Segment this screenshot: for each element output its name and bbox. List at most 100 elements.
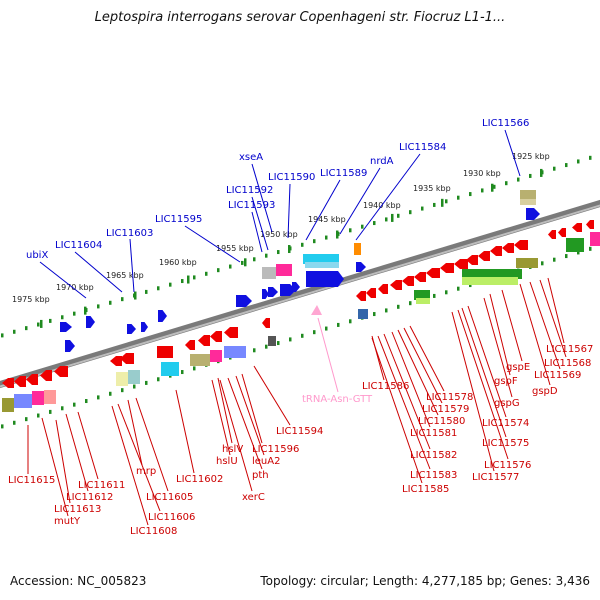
reverse-gene-label: xerC <box>242 492 265 503</box>
kbp-label: 1945 kbp <box>308 215 346 224</box>
major-tick <box>336 230 339 239</box>
reverse-gene-arrow <box>224 327 238 338</box>
tick-mark <box>469 192 472 197</box>
tick-mark <box>445 290 448 295</box>
reverse-gene-arrow <box>572 223 582 232</box>
tick-mark <box>361 224 364 229</box>
tick-mark <box>385 217 388 222</box>
forward-gene-arrow <box>127 324 136 334</box>
reverse-gene-label: LIC11576 <box>484 460 531 471</box>
feature-box <box>128 370 140 384</box>
leader-line <box>253 365 291 426</box>
tick-mark <box>553 257 556 262</box>
tick-mark <box>445 199 448 204</box>
kbp-label: 1950 kbp <box>260 230 298 239</box>
reverse-gene-arrow <box>558 228 566 237</box>
reverse-gene-label: LIC11612 <box>66 492 113 503</box>
tick-mark <box>49 409 52 414</box>
reverse-gene-label: LIC11569 <box>534 370 581 381</box>
reverse-gene-arrow <box>356 291 366 301</box>
forward-gene-label: LIC11592 <box>226 185 273 196</box>
tick-mark <box>109 391 112 396</box>
tick-mark <box>37 413 40 418</box>
feature-box <box>116 372 128 386</box>
tick-mark <box>349 319 352 324</box>
leader-line <box>339 167 381 235</box>
tick-mark <box>49 318 52 323</box>
trna-marker <box>311 305 322 315</box>
kbp-label: 1975 kbp <box>12 295 50 304</box>
reverse-gene-label: hslU <box>216 456 238 467</box>
tick-mark <box>589 155 592 160</box>
tick-mark <box>337 322 340 327</box>
tick-mark <box>373 221 376 226</box>
reverse-gene-arrow <box>185 340 195 350</box>
forward-gene-arrow <box>526 208 540 220</box>
leader-line <box>241 373 263 444</box>
tick-mark <box>529 173 532 178</box>
reverse-gene-label: LIC11606 <box>148 512 195 523</box>
reverse-gene-label: LIC11578 <box>426 392 473 403</box>
tick-mark <box>121 297 124 302</box>
feature-box <box>416 298 430 304</box>
leader-line <box>65 413 89 492</box>
forward-gene-arrow <box>65 340 75 352</box>
tick-mark <box>145 289 148 294</box>
kbp-label: 1935 kbp <box>413 184 451 193</box>
kbp-label: 1965 kbp <box>106 271 144 280</box>
tick-mark <box>1 424 4 429</box>
feature-box <box>305 262 339 268</box>
kbp-label: 1960 kbp <box>159 258 197 267</box>
kbp-tick-tracks: 1975 kbp 1970 kbp 1965 kbp 1960 kbp 1955 kbp… <box>1 152 592 429</box>
reverse-gene-label: leuA2 <box>252 456 280 467</box>
reverse-gene-label: gspG <box>494 398 520 409</box>
tick-mark <box>217 268 220 273</box>
reverse-gene-label: LIC11594 <box>276 426 323 437</box>
leader-line <box>55 419 71 504</box>
tick-mark <box>577 250 580 255</box>
tick-mark <box>469 283 472 288</box>
reverse-gene-label: LIC11608 <box>130 526 177 537</box>
trna-label: tRNA-Asn-GTT <box>302 394 373 405</box>
forward-gene-label: LIC11589 <box>320 168 367 179</box>
reverse-gene-label: LIC11574 <box>482 418 529 429</box>
tick-mark <box>433 202 436 207</box>
major-tick <box>40 319 43 328</box>
reverse-gene-arrow <box>490 246 502 256</box>
leader-line <box>287 183 291 239</box>
feature-box <box>190 354 210 366</box>
feature-box <box>161 362 179 376</box>
feature-box <box>14 394 32 408</box>
tick-mark <box>301 242 304 247</box>
tick-mark <box>25 326 28 331</box>
label-leaders <box>27 129 567 526</box>
forward-gene-arrow <box>236 295 252 307</box>
tick-mark <box>385 308 388 313</box>
forward-gene-arrow <box>141 322 148 332</box>
feature-box <box>462 269 522 279</box>
leader-line <box>409 325 445 392</box>
leader-line <box>77 411 99 480</box>
reverse-gene-arrow <box>366 288 376 298</box>
tick-mark <box>253 348 256 353</box>
forward-gene-label: LIC11590 <box>268 172 315 183</box>
feature-box <box>354 243 361 255</box>
forward-gene-label: xseA <box>239 152 263 163</box>
leader-line <box>377 335 431 470</box>
reverse-gene-label: LIC11567 <box>546 344 593 355</box>
reverse-gene-arrow <box>14 376 26 387</box>
accession: Accession: NC_005823 <box>10 574 147 588</box>
leader-line <box>235 375 265 456</box>
leader-line <box>397 329 439 416</box>
reverse-gene-arrow <box>502 243 514 253</box>
reverse-gene-arrow <box>26 374 38 385</box>
tick-mark <box>373 312 376 317</box>
tick-mark <box>301 333 304 338</box>
reverse-gene-label: LIC11579 <box>422 404 469 415</box>
reverse-gene-label: LIC11615 <box>8 475 55 486</box>
leader-line <box>504 129 521 177</box>
reverse-gene-arrow <box>586 220 594 229</box>
tick-mark <box>421 206 424 211</box>
tick-mark <box>553 166 556 171</box>
